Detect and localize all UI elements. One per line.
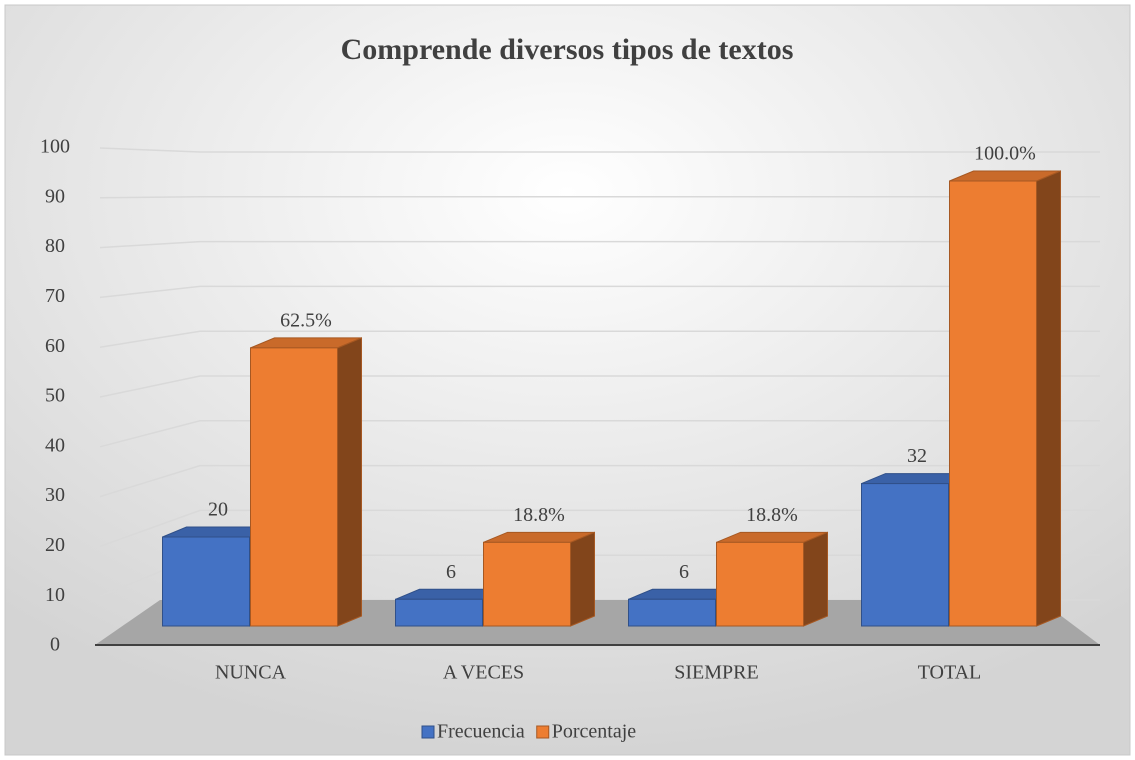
y-tick-label: 20 [45,534,65,556]
data-label: 6 [446,561,456,583]
grid-line [99,375,1100,398]
y-tick-label: 90 [45,185,65,207]
data-label: 18.8% [746,504,798,526]
bar-front [628,598,716,627]
legend-label: Frecuencia [437,721,525,743]
data-label: 100.0% [974,143,1036,165]
x-tick-label: NUNCA [215,662,287,684]
x-tick-label: TOTAL [918,662,982,684]
y-tick-label: 0 [50,634,60,656]
grid-line [99,420,1100,448]
bar-side [337,337,362,627]
y-tick-label: 70 [45,285,65,307]
data-label: 32 [907,445,927,467]
bar-front [716,541,804,627]
y-tick-label: 30 [45,484,65,506]
bar-front [250,347,338,627]
y-tick-label: 80 [45,235,65,257]
x-tick-label: A VECES [443,662,524,684]
bar-front [483,541,571,627]
grid-line [99,330,1100,348]
grid-line [99,464,1100,498]
grid-line [99,240,1100,249]
bar-front [861,483,949,627]
grid-line [99,285,1100,299]
legend-swatch [536,725,550,739]
data-label: 20 [208,499,228,521]
bar-side [803,531,828,627]
x-tick-label: SIEMPRE [674,662,758,684]
bar [949,170,1061,627]
bar-side [570,531,595,627]
bar-front [949,180,1037,627]
y-tick-label: 40 [45,434,65,456]
y-tick-label: 60 [45,335,65,357]
grid-line [99,147,1100,153]
bar [716,531,828,627]
data-label: 62.5% [280,309,332,331]
bar-front [162,536,250,627]
legend-swatch [421,725,435,739]
data-label: 18.8% [513,504,565,526]
bar-front [395,598,483,627]
bar [483,531,595,627]
chart-title: Comprende diversos tipos de textos [341,33,794,66]
legend-label: Porcentaje [552,721,637,743]
grid-line [99,196,1100,199]
bar-side [1036,170,1061,627]
y-tick-label: 10 [45,584,65,606]
grid-line [99,509,1100,548]
y-tick-label: 50 [45,385,65,407]
data-label: 6 [679,561,689,583]
bar [250,337,362,627]
y-tick-label: 100 [40,136,70,158]
